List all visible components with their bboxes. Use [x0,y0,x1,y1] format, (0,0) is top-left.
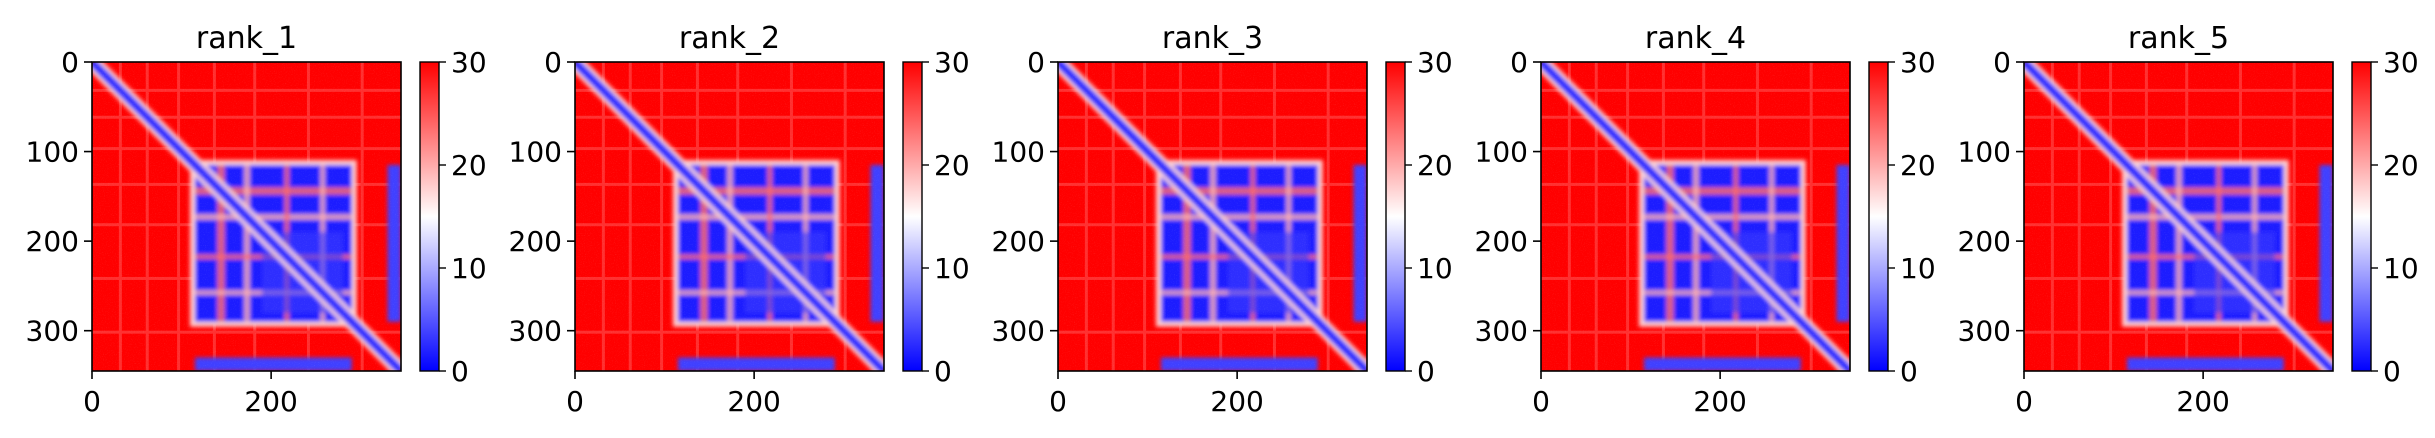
colorbar-tick-label: 10 [1900,252,1936,285]
heatmap-noise [1058,62,1367,371]
colorbar-tick-label: 0 [1900,355,1918,388]
colorbar-tick-label: 0 [934,355,952,388]
y-tick-label: 300 [509,315,562,348]
x-tick-label: 0 [1532,385,1550,418]
colorbar-tick-label: 10 [1417,252,1453,285]
x-tick-label: 200 [2176,385,2229,418]
colorbar-tick-label: 0 [2383,355,2401,388]
heatmap-image [1541,62,1850,371]
colorbar-tick-label: 10 [934,252,970,285]
y-tick-label: 100 [1958,136,2011,169]
colorbar-tick-label: 30 [2383,46,2419,79]
x-tick-label: 0 [2015,385,2033,418]
y-tick-label: 300 [26,315,79,348]
y-tick-label: 100 [26,136,79,169]
y-tick-label: 0 [1993,46,2011,79]
colorbar-tick-label: 20 [2383,149,2419,182]
y-tick-label: 0 [61,46,79,79]
colorbar-tick-label: 10 [2383,252,2419,285]
y-tick-label: 200 [26,225,79,258]
colorbar-tick-label: 30 [451,46,487,79]
colorbar-tick-label: 30 [1417,46,1453,79]
y-tick-label: 200 [1475,225,1528,258]
panel-title: rank_5 [2128,21,2229,56]
y-tick-label: 100 [509,136,562,169]
y-tick-label: 300 [992,315,1045,348]
plot-frame [1057,61,1368,372]
heatmap-panel-4: rank_4 0 100 200 300 0 200 0 10 20 30 [1475,21,1936,418]
x-tick-label: 200 [1693,385,1746,418]
colorbar [419,61,440,372]
colorbar [2351,61,2372,372]
y-tick-label: 300 [1958,315,2011,348]
y-tick-label: 200 [1958,225,2011,258]
heatmap-image [92,62,401,371]
heatmap-image [575,62,884,371]
x-tick-label: 200 [727,385,780,418]
colorbar-tick-label: 0 [1417,355,1435,388]
panel-title: rank_1 [196,21,297,56]
panel-title: rank_4 [1645,21,1746,56]
y-tick-label: 100 [1475,136,1528,169]
colorbar-tick-label: 20 [1900,149,1936,182]
y-tick-label: 100 [992,136,1045,169]
heatmap-panel-2: rank_2 0 100 200 300 0 200 0 10 20 30 [509,21,970,418]
y-tick-label: 300 [1475,315,1528,348]
plot-frame [1540,61,1851,372]
y-tick-label: 0 [1510,46,1528,79]
colorbar [1385,61,1406,372]
plot-frame [91,61,402,372]
x-tick-label: 0 [83,385,101,418]
y-tick-label: 200 [509,225,562,258]
heatmap-noise [575,62,884,371]
heatmap-noise [2024,62,2333,371]
colorbar-tick-label: 10 [451,252,487,285]
heatmap-panel-3: rank_3 0 100 200 300 0 200 0 10 20 30 [992,21,1453,418]
heatmap-noise [1541,62,1850,371]
x-tick-label: 0 [566,385,584,418]
x-tick-label: 200 [244,385,297,418]
heatmap-image [2024,62,2333,371]
panel-title: rank_2 [679,21,780,56]
plot-frame [2023,61,2334,372]
panel-title: rank_3 [1162,21,1263,56]
colorbar-tick-label: 0 [451,355,469,388]
colorbar-tick-label: 30 [934,46,970,79]
x-tick-label: 200 [1210,385,1263,418]
x-tick-label: 0 [1049,385,1067,418]
heatmap-panel-5: rank_5 0 100 200 300 0 200 0 10 20 30 [1958,21,2419,418]
heatmap-noise [92,62,401,371]
colorbar-tick-label: 20 [1417,149,1453,182]
colorbar-tick-label: 20 [451,149,487,182]
y-tick-label: 0 [544,46,562,79]
y-tick-label: 200 [992,225,1045,258]
y-tick-label: 0 [1027,46,1045,79]
heatmap-image [1058,62,1367,371]
plot-frame [574,61,885,372]
colorbar-tick-label: 30 [1900,46,1936,79]
colorbar [1868,61,1889,372]
heatmap-panel-1: rank_1 0 100 200 300 0 200 0 10 20 30 [26,21,487,418]
colorbar [902,61,923,372]
colorbar-tick-label: 20 [934,149,970,182]
